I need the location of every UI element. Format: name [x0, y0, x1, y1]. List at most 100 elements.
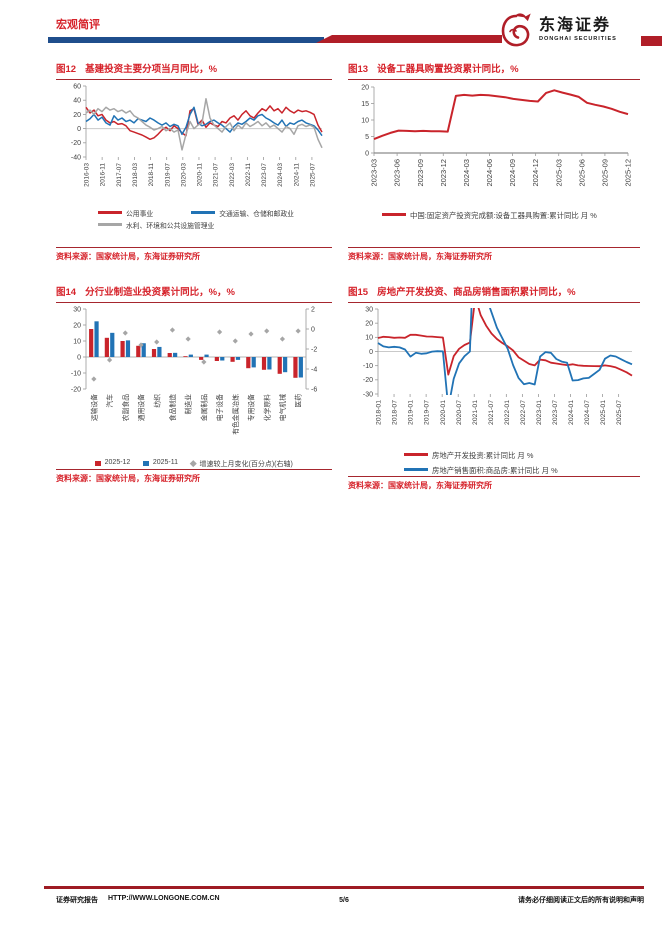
legend-label: 2025-12: [104, 459, 131, 467]
svg-text:2024-03: 2024-03: [277, 163, 284, 187]
svg-text:2021-01: 2021-01: [472, 400, 479, 425]
svg-text:2018-03: 2018-03: [132, 163, 139, 187]
footer-url-link[interactable]: HTTP://WWW.LONGONE.COM.CN: [108, 895, 220, 902]
svg-text:-40: -40: [71, 155, 81, 162]
legend-marker-diamond: [190, 460, 197, 467]
legend-label: 水利、环境和公共设施管理业: [126, 223, 215, 231]
figure-12-block: 图12 基建投资主要分项当月同比，% 60 40 20 0 -20 -40 2016-03 20…: [56, 64, 332, 262]
figure-13-source: 资料来源：国家统计局，东海证券研究所: [348, 247, 640, 262]
figure-14-source: 资料来源：国家统计局，东海证券研究所: [56, 469, 332, 484]
svg-text:20: 20: [73, 112, 81, 119]
legend-item: 交通运输、仓储和邮政业: [191, 208, 294, 218]
svg-text:10: 10: [73, 339, 81, 346]
svg-text:2023-03: 2023-03: [370, 159, 379, 187]
dragon-logo-icon: [501, 13, 531, 47]
svg-text:汽车: 汽车: [105, 394, 114, 408]
figure-12-title: 图12 基建投资主要分项当月同比，%: [56, 64, 332, 81]
svg-text:10: 10: [365, 335, 373, 342]
legend-item: 房地产销售面积:商品房:累计同比 月 %: [404, 465, 558, 476]
footer-disclaimer: 请务必仔细阅读正文后的所有说明和声明: [518, 897, 644, 904]
legend-item: 房地产开发投资:累计同比 月 %: [404, 450, 533, 461]
brand-name-en: DONGHAI SECURITIES: [539, 36, 617, 42]
svg-text:0: 0: [369, 349, 373, 356]
svg-text:-6: -6: [311, 387, 317, 394]
svg-text:纺织: 纺织: [152, 394, 161, 408]
svg-text:2025-12: 2025-12: [624, 159, 633, 187]
svg-text:-10: -10: [363, 363, 373, 370]
legend-marker-square: [143, 460, 149, 467]
legend-marker-line: [382, 213, 406, 216]
figure-14-chart: 30 20 10 0 -10 -20 2 0 -2 -4 -6 运输设备 汽车 农副食品 通用设备 纺织 食品制…: [56, 306, 332, 457]
svg-text:2024-01: 2024-01: [568, 400, 575, 425]
figure-15-legend: 房地产开发投资:累计同比 月 % 房地产销售面积:商品房:累计同比 月 %: [348, 450, 640, 476]
header-bar-blue: [48, 37, 324, 43]
svg-text:金属制品: 金属制品: [199, 394, 208, 421]
svg-text:2023-07: 2023-07: [261, 163, 268, 187]
svg-text:2024-07: 2024-07: [584, 400, 591, 425]
figure-14-title-text: 分行业制造业投资累计同比，%，%: [85, 287, 235, 298]
svg-text:2025-09: 2025-09: [601, 159, 610, 187]
svg-text:有色金属冶炼: 有色金属冶炼: [231, 394, 240, 435]
svg-text:专用设备: 专用设备: [247, 394, 256, 421]
footer-left: 证券研究报告 HTTP://WWW.LONGONE.COM.CN: [44, 895, 339, 905]
svg-text:2021-07: 2021-07: [213, 163, 220, 187]
svg-text:2024-03: 2024-03: [462, 159, 471, 187]
svg-text:30: 30: [73, 307, 81, 314]
svg-text:2018-11: 2018-11: [148, 163, 155, 187]
svg-text:2017-07: 2017-07: [116, 163, 123, 187]
svg-text:2016-03: 2016-03: [84, 163, 91, 187]
svg-text:2024-12: 2024-12: [531, 159, 540, 187]
figure-12-legend: 公用事业 交通运输、仓储和邮政业水利、环境和公共设施管理业: [56, 208, 332, 230]
legend-label: 中国:固定资产投资完成额:设备工器具购置:累计同比 月 %: [410, 211, 597, 221]
figure-15-title: 图15 房地产开发投资、商品房销售面积累计同比，%: [348, 287, 640, 304]
svg-text:2021-07: 2021-07: [488, 400, 495, 425]
footer-rule: [44, 886, 644, 889]
legend-item: 中国:固定资产投资完成额:设备工器具购置:累计同比 月 %: [382, 210, 610, 221]
svg-text:-20: -20: [363, 378, 373, 385]
svg-text:2020-07: 2020-07: [456, 400, 463, 425]
legend-item: 公用事业: [98, 208, 153, 218]
svg-text:2023-01: 2023-01: [536, 400, 543, 425]
figure-12-label: 图12: [56, 64, 77, 75]
figure-15-label: 图15: [348, 287, 369, 298]
footer: 证券研究报告 HTTP://WWW.LONGONE.COM.CN 5/6 请务必…: [44, 895, 644, 905]
svg-text:运输设备: 运输设备: [89, 394, 98, 421]
legend-label: 房地产销售面积:商品房:累计同比 月 %: [432, 466, 558, 476]
legend-item: 2025-12: [95, 459, 131, 467]
svg-text:2020-01: 2020-01: [440, 400, 447, 425]
brand-logo: 东海证券 DONGHAI SECURITIES: [498, 11, 617, 49]
svg-text:通用设备: 通用设备: [137, 394, 146, 421]
svg-text:2016-11: 2016-11: [100, 163, 107, 187]
svg-text:2025-01: 2025-01: [600, 400, 607, 425]
brand-text: 东海证券 DONGHAI SECURITIES: [539, 18, 617, 43]
legend-label: 房地产开发投资:累计同比 月 %: [432, 451, 534, 461]
legend-label: 公用事业: [126, 211, 154, 219]
header-bar-end: [641, 36, 662, 46]
legend-label: 2025-11: [152, 459, 179, 467]
svg-text:2: 2: [311, 307, 315, 314]
svg-text:2019-07: 2019-07: [164, 163, 171, 187]
legend-marker-line: [98, 211, 122, 214]
figure-14-legend: 2025-12 2025-11 增速较上月变化(百分点)(右轴): [56, 459, 332, 469]
svg-text:2024-11: 2024-11: [293, 163, 300, 187]
figure-13-title-text: 设备工器具购置投资累计同比，%: [377, 64, 519, 75]
svg-text:2023-06: 2023-06: [393, 159, 402, 187]
figure-13-legend: 中国:固定资产投资完成额:设备工器具购置:累计同比 月 %: [348, 210, 640, 221]
svg-text:40: 40: [73, 98, 81, 105]
svg-text:5: 5: [365, 134, 369, 141]
svg-text:2025-06: 2025-06: [577, 159, 586, 187]
svg-text:2022-07: 2022-07: [520, 400, 527, 425]
svg-text:60: 60: [73, 84, 81, 91]
svg-text:电子设备: 电子设备: [215, 394, 224, 421]
svg-text:10: 10: [361, 118, 369, 125]
header-bar-red: [316, 35, 502, 43]
figure-15-chart: 30 20 10 0 -10 -20 -30 2018-01 2018-07 2019-01 201…: [348, 306, 640, 447]
page-number: 5/6: [339, 896, 349, 904]
svg-text:15: 15: [361, 101, 369, 108]
svg-text:2020-11: 2020-11: [197, 163, 204, 187]
svg-text:2022-03: 2022-03: [229, 163, 236, 187]
svg-text:2018-07: 2018-07: [392, 400, 399, 425]
svg-text:制造业: 制造业: [184, 394, 193, 415]
svg-text:-20: -20: [71, 141, 81, 148]
